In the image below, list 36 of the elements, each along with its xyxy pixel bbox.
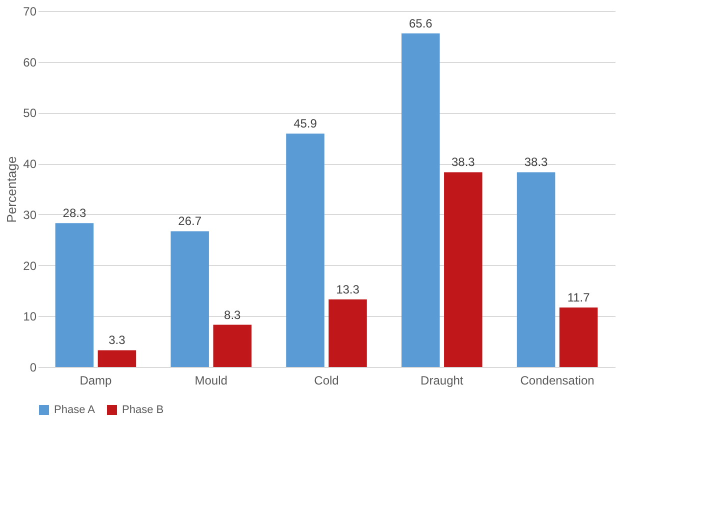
y-tick-label: 0 <box>30 360 37 374</box>
bar <box>402 33 440 367</box>
bar <box>559 307 598 367</box>
bar <box>170 231 209 367</box>
y-tick-label: 40 <box>23 157 37 172</box>
data-label: 28.3 <box>62 206 86 220</box>
data-label: 13.3 <box>336 282 360 296</box>
bar <box>516 172 556 367</box>
data-label: 38.3 <box>524 155 548 170</box>
x-tick-label: Cold <box>314 374 339 388</box>
data-label: 65.6 <box>408 16 433 30</box>
bar <box>213 324 252 367</box>
data-label: 38.3 <box>451 155 476 170</box>
bar <box>98 350 136 367</box>
data-label: 3.3 <box>108 333 126 348</box>
y-tick-label: 30 <box>23 208 37 222</box>
y-tick-label: 20 <box>23 258 37 273</box>
x-tick-label: Mould <box>194 374 228 388</box>
legend-label: Phase B <box>122 404 164 416</box>
data-label: 11.7 <box>567 290 590 304</box>
x-tick-label: Damp <box>80 374 112 388</box>
data-label: 45.9 <box>294 116 318 131</box>
bar <box>444 172 482 367</box>
y-tick-label: 70 <box>23 4 37 18</box>
legend-label: Phase A <box>54 404 96 416</box>
y-tick-label: 10 <box>23 310 37 324</box>
y-tick-label: 60 <box>23 55 37 70</box>
data-label: 8.3 <box>224 308 242 322</box>
y-tick-label: 50 <box>23 106 37 120</box>
y-axis-title: Percentage <box>4 156 20 223</box>
data-label: 26.7 <box>178 214 202 228</box>
bar <box>55 223 94 367</box>
x-tick-label: Draught <box>420 374 464 388</box>
x-tick-label: Condensation <box>520 374 594 388</box>
bar <box>328 299 367 367</box>
bar <box>286 134 324 367</box>
